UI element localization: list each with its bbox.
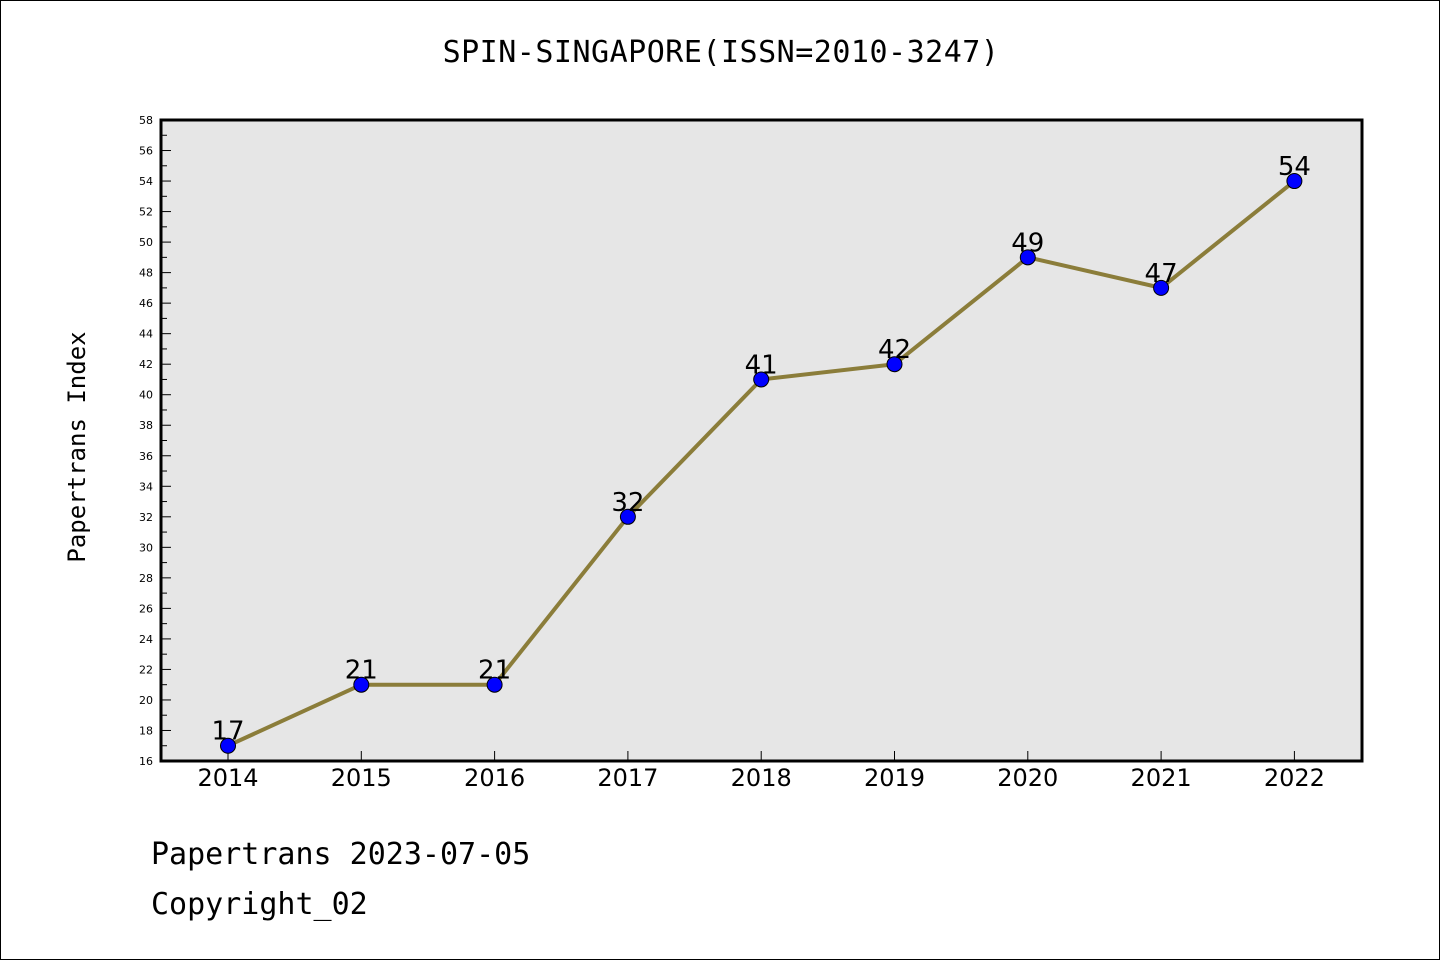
series-layer: 17 21 21 32 41 42 49 47 54 bbox=[211, 152, 1311, 754]
data-point bbox=[619, 508, 636, 525]
x-tick-label: 2019 bbox=[864, 764, 925, 792]
data-label: 17 bbox=[211, 717, 244, 747]
x-tick-label: 2022 bbox=[1264, 764, 1325, 792]
y-tick-label: 52 bbox=[139, 206, 153, 219]
y-tick-label: 48 bbox=[139, 267, 153, 280]
y-tick-label: 36 bbox=[139, 450, 153, 463]
x-tick-label: 2016 bbox=[464, 764, 525, 792]
data-label: 47 bbox=[1145, 259, 1178, 289]
y-axis: 16 18 20 22 24 26 28 30 32 34 36 38 40 42 44 46 48 50 52 54… bbox=[139, 114, 171, 768]
y-tick-label: 42 bbox=[139, 358, 153, 371]
data-label: 41 bbox=[745, 350, 778, 380]
plot-border bbox=[159, 118, 1364, 763]
x-tick-label: 2017 bbox=[597, 764, 658, 792]
y-tick-label: 38 bbox=[139, 419, 153, 432]
y-tick-label: 26 bbox=[139, 602, 153, 615]
y-tick-label: 44 bbox=[139, 328, 153, 341]
footer-source: Papertrans 2023-07-05 bbox=[151, 837, 531, 872]
y-tick-label: 22 bbox=[139, 663, 153, 676]
footer-copyright: Copyright_02 bbox=[151, 887, 368, 922]
data-label: 21 bbox=[345, 656, 378, 686]
data-label: 49 bbox=[1011, 228, 1044, 258]
y-tick-label: 18 bbox=[139, 724, 153, 737]
y-tick-label: 58 bbox=[139, 114, 153, 127]
y-tick-label: 28 bbox=[139, 572, 153, 585]
data-point bbox=[486, 676, 503, 693]
data-point bbox=[1153, 279, 1170, 296]
data-point bbox=[886, 356, 903, 373]
data-point bbox=[1286, 173, 1303, 190]
y-tick-label: 20 bbox=[139, 694, 153, 707]
data-label: 21 bbox=[478, 656, 511, 686]
y-tick-label: 32 bbox=[139, 511, 153, 524]
y-tick-label: 46 bbox=[139, 297, 153, 310]
x-tick-label: 2020 bbox=[997, 764, 1058, 792]
x-tick-label: 2014 bbox=[197, 764, 258, 792]
chart-title: SPIN-SINGAPORE(ISSN=2010-3247) bbox=[442, 35, 1000, 70]
y-tick-label: 54 bbox=[139, 175, 153, 188]
x-tick-label: 2021 bbox=[1131, 764, 1192, 792]
x-tick-label: 2018 bbox=[731, 764, 792, 792]
data-label: 54 bbox=[1278, 152, 1311, 182]
data-label: 42 bbox=[878, 335, 911, 365]
y-tick-label: 56 bbox=[139, 145, 153, 158]
data-label: 32 bbox=[611, 488, 644, 518]
data-point bbox=[753, 371, 770, 388]
y-tick-label: 34 bbox=[139, 480, 153, 493]
x-tick-label: 2015 bbox=[331, 764, 392, 792]
y-tick-label: 24 bbox=[139, 633, 153, 646]
plot-background bbox=[161, 120, 1362, 761]
data-point bbox=[1019, 249, 1036, 266]
data-point bbox=[353, 676, 370, 693]
data-point bbox=[220, 737, 236, 754]
y-tick-label: 40 bbox=[139, 389, 153, 402]
y-tick-label: 30 bbox=[139, 541, 153, 554]
y-tick-label: 16 bbox=[139, 755, 153, 768]
x-axis: 2014 2015 2016 2017 2018 2019 2020 2021 2022 bbox=[197, 751, 1325, 792]
y-tick-label: 50 bbox=[139, 236, 153, 249]
